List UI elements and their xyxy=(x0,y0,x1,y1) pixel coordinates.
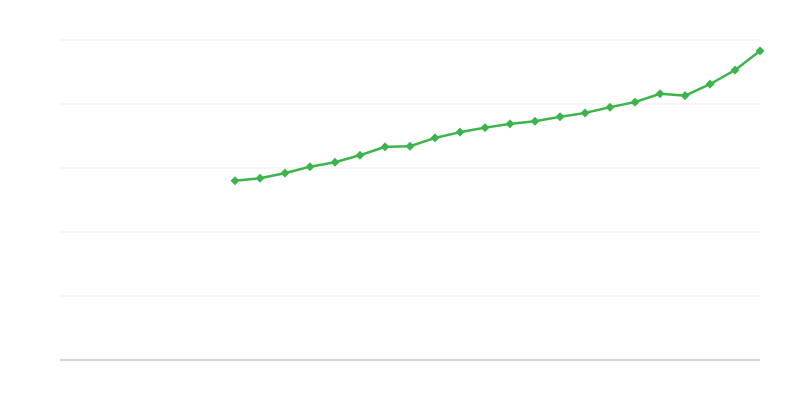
data-point xyxy=(305,162,315,172)
data-point xyxy=(630,97,640,107)
data-point xyxy=(380,142,390,152)
data-point xyxy=(580,108,590,118)
data-point xyxy=(705,79,715,89)
data-point xyxy=(255,173,265,183)
data-line xyxy=(234,49,761,183)
data-point xyxy=(605,102,615,112)
data-point xyxy=(680,91,690,101)
data-point xyxy=(330,157,340,167)
data-point xyxy=(755,46,765,56)
data-point xyxy=(730,65,740,75)
data-point xyxy=(230,176,240,186)
data-point xyxy=(655,89,665,99)
data-point xyxy=(405,141,415,151)
data-point xyxy=(480,123,490,133)
data-point xyxy=(355,150,365,160)
data-point xyxy=(530,116,540,126)
data-point xyxy=(455,127,465,137)
data-point xyxy=(430,133,440,143)
data-point xyxy=(505,119,515,129)
data-point xyxy=(555,112,565,122)
data-point xyxy=(280,168,290,178)
